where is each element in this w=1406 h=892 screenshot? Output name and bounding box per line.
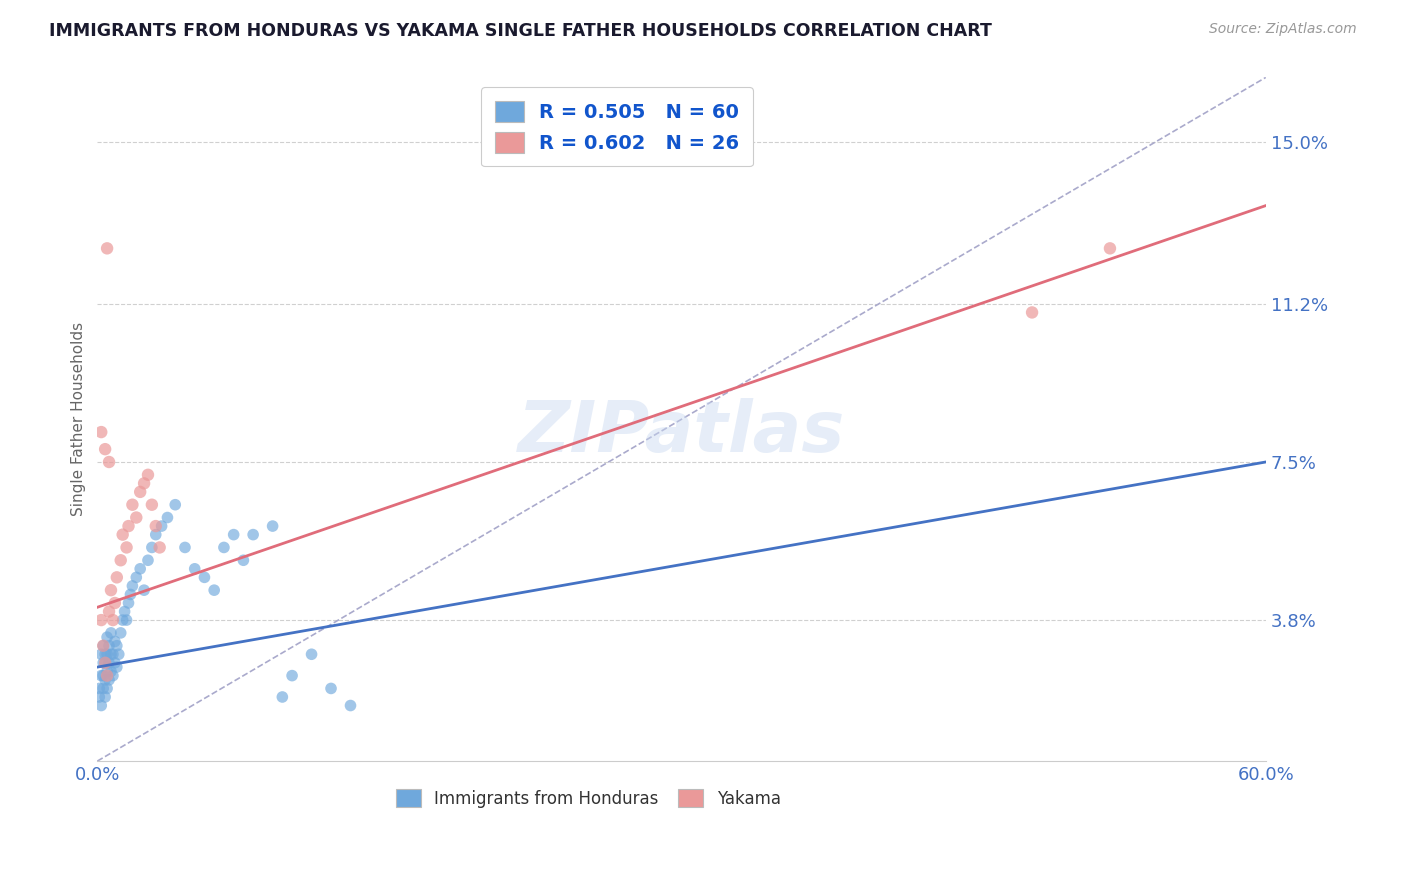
Point	[105, 660, 128, 674]
Point	[98, 455, 121, 469]
Point	[90, 668, 112, 682]
Point	[1021, 305, 1043, 319]
Point	[100, 583, 122, 598]
Point	[105, 570, 128, 584]
Point	[100, 626, 122, 640]
Point	[319, 681, 342, 696]
Legend: Immigrants from Honduras, Yakama: Immigrants from Honduras, Yakama	[389, 783, 787, 814]
Point	[1098, 241, 1121, 255]
Point	[90, 647, 112, 661]
Point	[94, 647, 117, 661]
Point	[96, 681, 118, 696]
Point	[141, 541, 163, 555]
Point	[129, 484, 152, 499]
Point	[115, 613, 138, 627]
Point	[117, 596, 139, 610]
Point	[222, 527, 245, 541]
Point	[91, 668, 114, 682]
Point	[121, 579, 143, 593]
Point	[90, 425, 112, 439]
Y-axis label: Single Father Households: Single Father Households	[72, 322, 86, 516]
Point	[242, 527, 264, 541]
Point	[121, 498, 143, 512]
Point	[98, 639, 121, 653]
Point	[132, 476, 155, 491]
Point	[101, 668, 124, 682]
Point	[96, 241, 118, 255]
Point	[120, 587, 142, 601]
Point	[129, 562, 152, 576]
Point	[90, 698, 112, 713]
Point	[262, 519, 284, 533]
Point	[202, 583, 225, 598]
Point	[165, 498, 187, 512]
Point	[281, 668, 304, 682]
Point	[212, 541, 235, 555]
Point	[111, 613, 134, 627]
Point	[101, 613, 124, 627]
Point	[114, 605, 136, 619]
Point	[104, 596, 127, 610]
Text: ZIPatlas: ZIPatlas	[517, 399, 845, 467]
Point	[96, 630, 118, 644]
Point	[141, 498, 163, 512]
Point	[101, 647, 124, 661]
Point	[91, 656, 114, 670]
Point	[193, 570, 215, 584]
Point	[339, 698, 361, 713]
Point	[98, 673, 121, 687]
Point	[271, 690, 294, 704]
Point	[174, 541, 197, 555]
Text: IMMIGRANTS FROM HONDURAS VS YAKAMA SINGLE FATHER HOUSEHOLDS CORRELATION CHART: IMMIGRANTS FROM HONDURAS VS YAKAMA SINGL…	[49, 22, 993, 40]
Point	[145, 519, 167, 533]
Point	[94, 656, 117, 670]
Point	[94, 690, 117, 704]
Point	[89, 690, 111, 704]
Point	[105, 639, 128, 653]
Point	[96, 668, 118, 682]
Point	[94, 673, 117, 687]
Point	[96, 665, 118, 679]
Point	[301, 647, 323, 661]
Point	[136, 467, 159, 482]
Point	[150, 519, 173, 533]
Point	[89, 681, 111, 696]
Point	[98, 605, 121, 619]
Point	[110, 553, 132, 567]
Point	[96, 647, 118, 661]
Point	[90, 613, 112, 627]
Point	[132, 583, 155, 598]
Point	[91, 681, 114, 696]
Point	[111, 527, 134, 541]
Point	[117, 519, 139, 533]
Point	[98, 656, 121, 670]
Point	[136, 553, 159, 567]
Point	[104, 634, 127, 648]
Point	[183, 562, 205, 576]
Point	[107, 647, 129, 661]
Point	[145, 527, 167, 541]
Point	[91, 639, 114, 653]
Point	[100, 665, 122, 679]
Point	[94, 656, 117, 670]
Point	[115, 541, 138, 555]
Point	[232, 553, 254, 567]
Point	[125, 570, 148, 584]
Point	[149, 541, 172, 555]
Point	[110, 626, 132, 640]
Point	[94, 442, 117, 457]
Point	[156, 510, 179, 524]
Point	[91, 639, 114, 653]
Point	[104, 656, 127, 670]
Point	[100, 647, 122, 661]
Point	[125, 510, 148, 524]
Text: Source: ZipAtlas.com: Source: ZipAtlas.com	[1209, 22, 1357, 37]
